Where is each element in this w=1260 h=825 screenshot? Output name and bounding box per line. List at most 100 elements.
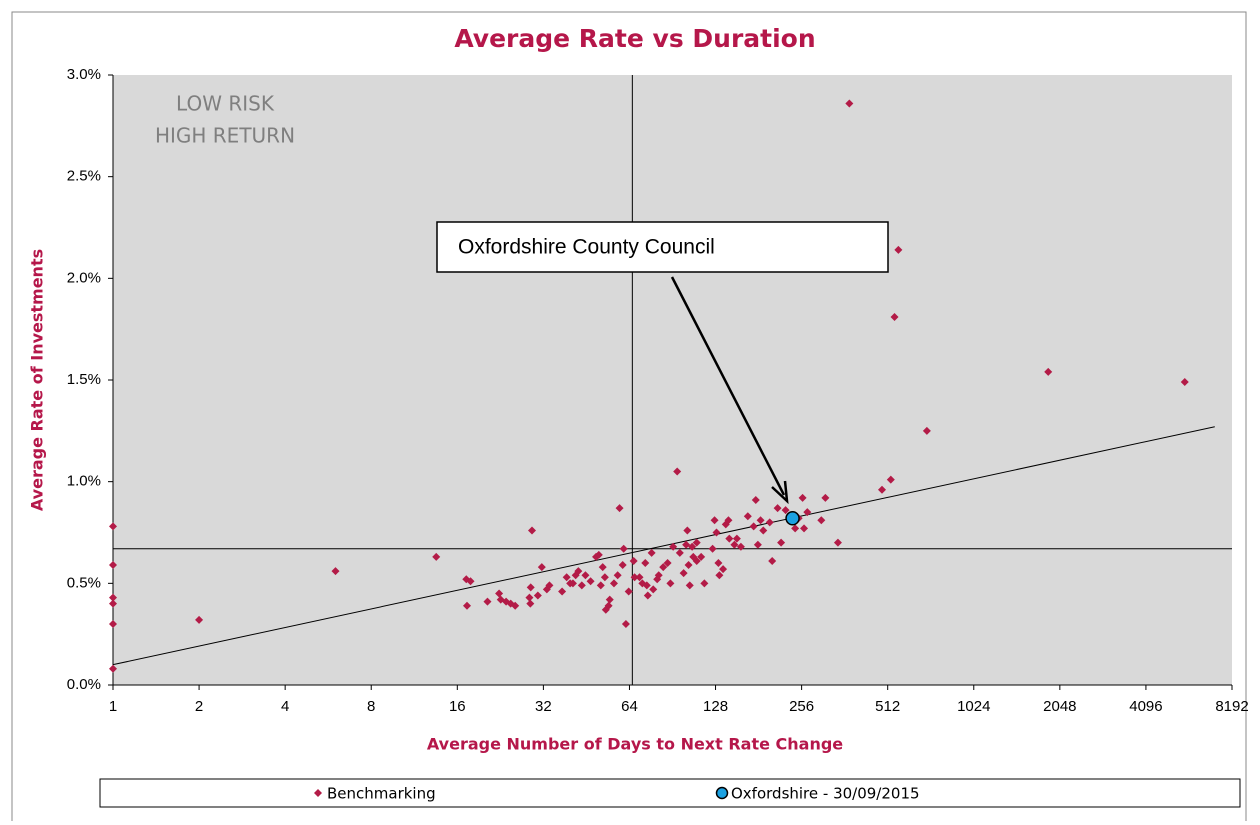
plot-area bbox=[113, 75, 1232, 685]
point bbox=[833, 538, 842, 547]
point bbox=[506, 599, 515, 608]
point bbox=[195, 615, 204, 624]
y-tick-label: 0.5% bbox=[67, 574, 101, 591]
point bbox=[765, 518, 774, 527]
point bbox=[618, 561, 627, 570]
point bbox=[759, 526, 768, 535]
point bbox=[643, 591, 652, 600]
point bbox=[753, 540, 762, 549]
point bbox=[594, 550, 603, 559]
callout-arrowhead bbox=[771, 480, 789, 505]
x-tick-label: 4 bbox=[281, 698, 289, 715]
y-tick-label: 0.0% bbox=[67, 676, 101, 693]
legend-marker bbox=[314, 789, 322, 797]
point bbox=[600, 573, 609, 582]
point bbox=[751, 495, 760, 504]
y-tick-label: 3.0% bbox=[67, 66, 101, 83]
point bbox=[545, 581, 554, 590]
y-tick-label: 1.5% bbox=[67, 371, 101, 388]
point bbox=[708, 544, 717, 553]
point bbox=[688, 542, 697, 551]
legend-marker bbox=[715, 786, 729, 800]
point bbox=[1180, 378, 1189, 387]
point bbox=[663, 559, 672, 567]
point bbox=[511, 601, 520, 610]
point bbox=[692, 538, 701, 547]
point bbox=[817, 516, 826, 525]
point bbox=[692, 556, 701, 565]
point bbox=[682, 540, 691, 549]
point bbox=[526, 599, 535, 608]
point bbox=[605, 595, 614, 604]
point bbox=[749, 522, 758, 531]
point bbox=[821, 493, 830, 502]
point bbox=[109, 620, 117, 628]
point bbox=[712, 528, 721, 537]
callout-box bbox=[436, 221, 889, 273]
point bbox=[743, 512, 752, 521]
point bbox=[642, 581, 651, 590]
point bbox=[736, 542, 745, 551]
y-tick-label: 2.0% bbox=[67, 269, 101, 286]
point bbox=[649, 585, 658, 594]
point bbox=[331, 567, 340, 576]
point bbox=[845, 99, 854, 108]
y-tick-label: 2.5% bbox=[67, 168, 101, 185]
point bbox=[604, 601, 613, 610]
point bbox=[586, 577, 595, 586]
point bbox=[877, 485, 886, 494]
quadrant-text: LOW RISK bbox=[176, 92, 275, 116]
callout-text: Oxfordshire County Council bbox=[458, 236, 715, 259]
point bbox=[715, 571, 724, 580]
point bbox=[526, 583, 535, 592]
point bbox=[781, 506, 790, 515]
point bbox=[483, 597, 492, 606]
point bbox=[684, 561, 693, 570]
point bbox=[609, 579, 618, 588]
point bbox=[669, 542, 678, 551]
point bbox=[109, 664, 117, 673]
point bbox=[675, 548, 684, 557]
point bbox=[922, 426, 931, 435]
legend-label: Oxfordshire - 30/09/2015 bbox=[731, 785, 920, 803]
trendline bbox=[112, 426, 1215, 666]
point bbox=[615, 504, 624, 513]
x-tick-label: 8 bbox=[367, 698, 375, 715]
chart-title: Average Rate vs Duration bbox=[454, 24, 815, 53]
point bbox=[714, 559, 723, 567]
point bbox=[533, 591, 542, 600]
x-tick-label: 16 bbox=[449, 698, 466, 715]
point bbox=[629, 556, 638, 565]
point bbox=[598, 563, 607, 572]
quadrant-text: HIGH RETURN bbox=[155, 124, 295, 148]
point bbox=[700, 579, 709, 588]
x-tick-label: 256 bbox=[789, 698, 814, 715]
point bbox=[1044, 367, 1053, 376]
point bbox=[574, 567, 583, 576]
point bbox=[768, 556, 777, 565]
point bbox=[798, 493, 807, 502]
x-axis-label: Average Number of Days to Next Rate Chan… bbox=[427, 735, 843, 754]
legend: Benchmarking Oxfordshire - 30/09/2015 bbox=[314, 785, 920, 803]
x-tick-label: 8192 bbox=[1215, 698, 1248, 715]
point bbox=[466, 577, 475, 586]
point bbox=[613, 571, 622, 580]
x-tick-label: 2 bbox=[195, 698, 203, 715]
point bbox=[581, 571, 590, 580]
x-tick-label: 32 bbox=[535, 698, 552, 715]
point bbox=[724, 516, 733, 525]
x-tick-label: 1024 bbox=[957, 698, 990, 715]
point bbox=[495, 589, 504, 598]
point bbox=[621, 620, 630, 628]
x-tick-label: 128 bbox=[703, 698, 728, 715]
point bbox=[777, 538, 786, 547]
point bbox=[679, 569, 688, 578]
point bbox=[528, 526, 537, 535]
point bbox=[647, 548, 656, 557]
point bbox=[109, 599, 117, 608]
point bbox=[463, 601, 472, 610]
point bbox=[562, 573, 571, 582]
point bbox=[666, 579, 675, 588]
point bbox=[641, 559, 650, 567]
point bbox=[630, 573, 639, 582]
